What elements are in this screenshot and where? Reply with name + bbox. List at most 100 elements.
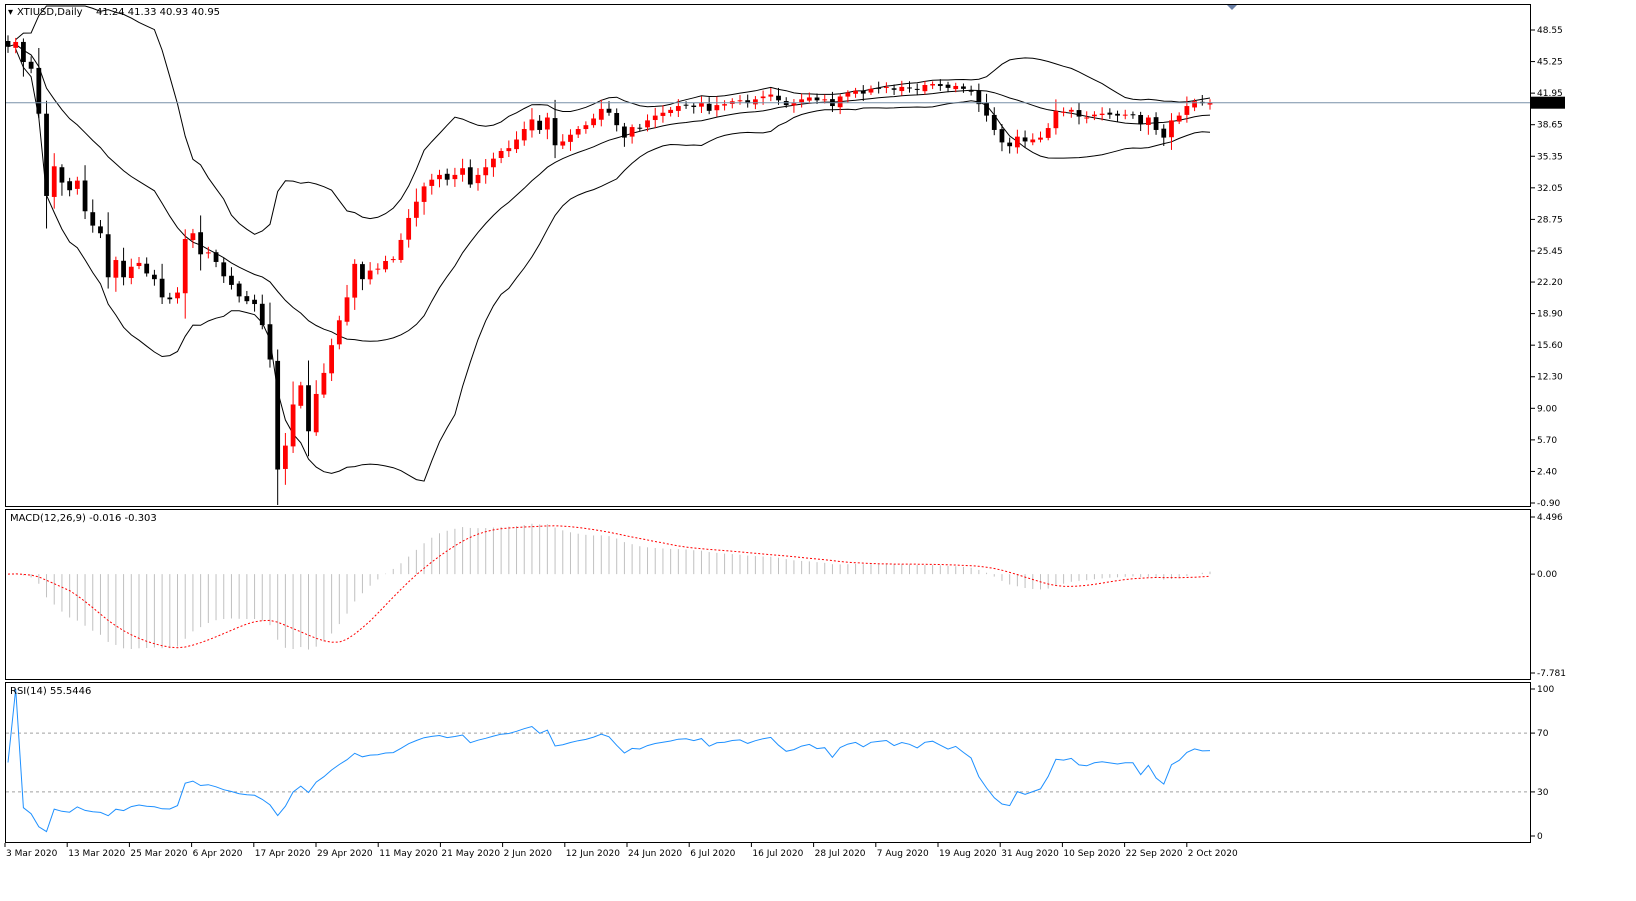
price-tick-label: 48.55	[1537, 26, 1563, 36]
candle-body	[167, 297, 173, 300]
rsi-series-group	[6, 688, 1530, 833]
date-tick-label: 28 Jul 2020	[815, 849, 866, 859]
candle-body	[706, 103, 712, 111]
candle-body	[1014, 136, 1020, 148]
date-tick-label: 6 Jul 2020	[690, 849, 735, 859]
candle-body	[760, 96, 766, 99]
candle-body	[313, 393, 319, 433]
date-tick-label: 11 May 2020	[379, 849, 438, 859]
candle-body	[5, 41, 11, 47]
bollinger-lower-line	[15, 48, 1211, 482]
candle-body	[406, 217, 412, 240]
bollinger-upper-line	[15, 5, 1211, 235]
candle-body	[537, 120, 543, 130]
candle-body	[953, 85, 959, 90]
price-tick-label: 32.05	[1537, 184, 1563, 194]
date-tick-label: 3 Mar 2020	[6, 849, 58, 859]
price-tick-label: 12.30	[1537, 373, 1563, 383]
candle-body	[483, 167, 489, 176]
candle-body	[1161, 128, 1167, 138]
rsi-line	[7, 688, 1211, 833]
price-tick-label: 22.20	[1537, 278, 1563, 288]
candle-body	[1107, 112, 1113, 115]
candle-body	[907, 87, 912, 89]
candle-body	[883, 86, 889, 88]
rsi-tick-label: 70	[1537, 729, 1549, 739]
candle-body	[152, 274, 157, 280]
candle-body	[937, 84, 943, 86]
candle-body	[660, 112, 666, 116]
candle-body	[67, 181, 73, 191]
candle-body	[452, 174, 458, 180]
candle-body	[629, 127, 635, 137]
candle-body	[321, 372, 327, 395]
candle-body	[98, 226, 103, 234]
candle-body	[252, 299, 257, 305]
candle-body	[1145, 117, 1151, 125]
candle-body	[891, 88, 897, 90]
candle-body	[675, 106, 681, 111]
candle-body	[1130, 114, 1136, 116]
candle-body	[437, 174, 442, 180]
candle-body	[853, 90, 858, 94]
candle-body	[344, 297, 350, 322]
candle-body	[1038, 137, 1043, 140]
candle-body	[683, 104, 689, 106]
candle-body	[236, 283, 242, 297]
candle-body	[991, 114, 997, 130]
candle-body	[336, 320, 342, 345]
candle-body	[745, 100, 751, 104]
date-tick-label: 6 Apr 2020	[193, 849, 243, 859]
candle-body	[976, 90, 982, 105]
candle-body	[229, 275, 234, 285]
candle-body	[213, 252, 219, 262]
price-tick-label: -0.90	[1537, 499, 1561, 509]
candle-body	[59, 167, 65, 183]
candle-body	[298, 385, 304, 406]
date-tick-label: 16 Jul 2020	[752, 849, 803, 859]
candle-body	[922, 85, 928, 92]
candle-body	[506, 148, 512, 152]
rsi-tick-label: 0	[1537, 832, 1543, 842]
candle-body	[113, 260, 119, 278]
candle-body	[1045, 128, 1051, 138]
candle-body	[868, 88, 874, 93]
candle-body	[1053, 110, 1059, 129]
candle-body	[984, 103, 989, 116]
candle-body	[136, 262, 142, 266]
shift-marker-icon[interactable]	[1227, 5, 1237, 10]
candle-body	[699, 103, 704, 107]
candle-body	[645, 120, 650, 128]
candle-body	[930, 84, 936, 86]
candle-body	[799, 99, 805, 103]
rsi-label: RSI(14) 55.5446	[10, 686, 91, 697]
candle-body	[105, 234, 111, 278]
date-tick-label: 31 Aug 2020	[1001, 849, 1059, 859]
candle-body	[968, 89, 974, 92]
candle-body	[1068, 109, 1074, 112]
candle-body	[1207, 102, 1213, 105]
price-tick-label: 15.60	[1537, 341, 1563, 351]
candle-body	[1138, 114, 1144, 125]
date-tick-label: 12 Jun 2020	[566, 849, 620, 859]
price-tick-label: 25.45	[1537, 247, 1563, 257]
candle-body	[182, 239, 188, 294]
candle-body	[914, 88, 920, 90]
candle-body	[791, 103, 797, 106]
candle-body	[329, 345, 335, 374]
macd-series-group	[7, 523, 1211, 650]
date-tick-label: 13 Mar 2020	[68, 849, 125, 859]
date-tick-label: 24 Jun 2020	[628, 849, 682, 859]
macd-tick-label: -7.781	[1537, 669, 1566, 679]
candle-body	[306, 385, 311, 432]
candle-body	[421, 186, 427, 202]
candle-body	[44, 113, 49, 196]
candle-body	[413, 201, 419, 218]
candle-body	[668, 109, 674, 113]
candle-body	[1076, 110, 1082, 117]
price-panel	[5, 4, 1531, 507]
candle-body	[475, 174, 481, 184]
candle-body	[190, 233, 196, 241]
current-price-tag	[1531, 96, 1565, 109]
candle-body	[367, 270, 373, 280]
